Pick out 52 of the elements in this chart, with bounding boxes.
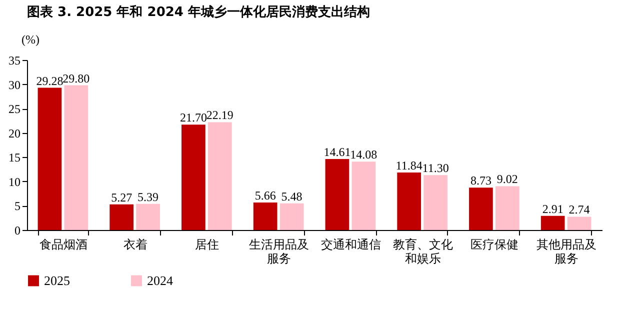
bar xyxy=(424,175,448,230)
bar xyxy=(496,186,520,230)
bar xyxy=(325,159,350,230)
data-label: 22.19 xyxy=(206,108,234,122)
x-tick-label: 生活用品及服务 xyxy=(249,238,310,266)
data-label: 5.27 xyxy=(111,190,132,204)
y-tick-label: 15 xyxy=(8,150,20,165)
data-label: 21.70 xyxy=(180,110,207,125)
data-label: 11.30 xyxy=(422,161,449,176)
y-tick-label: 30 xyxy=(8,78,20,92)
y-tick-label: 0 xyxy=(14,224,20,238)
data-label: 14.08 xyxy=(350,148,378,162)
bar xyxy=(110,204,134,230)
bar xyxy=(136,204,160,230)
data-label: 11.84 xyxy=(396,158,422,172)
x-tick-label: 衣着 xyxy=(123,238,148,252)
y-axis-title: (%) xyxy=(22,32,40,46)
bar xyxy=(64,85,88,230)
y-tick-label: 10 xyxy=(8,174,20,189)
y-tick-label: 20 xyxy=(8,126,20,140)
data-label: 2.74 xyxy=(568,202,590,217)
chart-title: 图表 3. 2025 年和 2024 年城乡一体化居民消费支出结构 xyxy=(27,4,370,20)
y-tick-label: 35 xyxy=(8,54,20,68)
bar xyxy=(397,172,421,230)
bar xyxy=(567,216,592,230)
data-label: 8.73 xyxy=(470,174,492,188)
x-tick-label: 其他用品及服务 xyxy=(536,238,597,266)
legend-label: 2024 xyxy=(147,272,174,288)
data-label: 29.28 xyxy=(36,74,64,88)
x-tick-label: 教育、文化和娱乐 xyxy=(392,238,453,266)
data-label: 14.61 xyxy=(324,145,351,160)
data-label: 5.39 xyxy=(138,190,159,204)
bar xyxy=(469,188,493,230)
bar xyxy=(38,88,62,230)
x-tick-label: 交通和通信 xyxy=(320,238,381,252)
data-label: 2.91 xyxy=(542,202,564,216)
bar xyxy=(208,122,232,230)
data-label: 29.80 xyxy=(62,71,90,86)
bar xyxy=(253,202,278,230)
data-label: 5.48 xyxy=(281,189,302,204)
y-tick-label: 25 xyxy=(8,102,20,116)
x-tick-label: 食品烟酒 xyxy=(39,238,88,252)
legend-label: 2025 xyxy=(44,272,70,288)
data-label: 5.66 xyxy=(254,188,276,203)
x-tick-label: 医疗保健 xyxy=(470,238,519,252)
data-label: 9.02 xyxy=(496,172,518,186)
bar xyxy=(540,216,565,230)
y-tick-label: 5 xyxy=(14,199,20,214)
bar xyxy=(352,162,376,230)
x-tick-label: 居住 xyxy=(195,238,220,252)
bar xyxy=(280,203,304,230)
bar xyxy=(182,124,206,230)
